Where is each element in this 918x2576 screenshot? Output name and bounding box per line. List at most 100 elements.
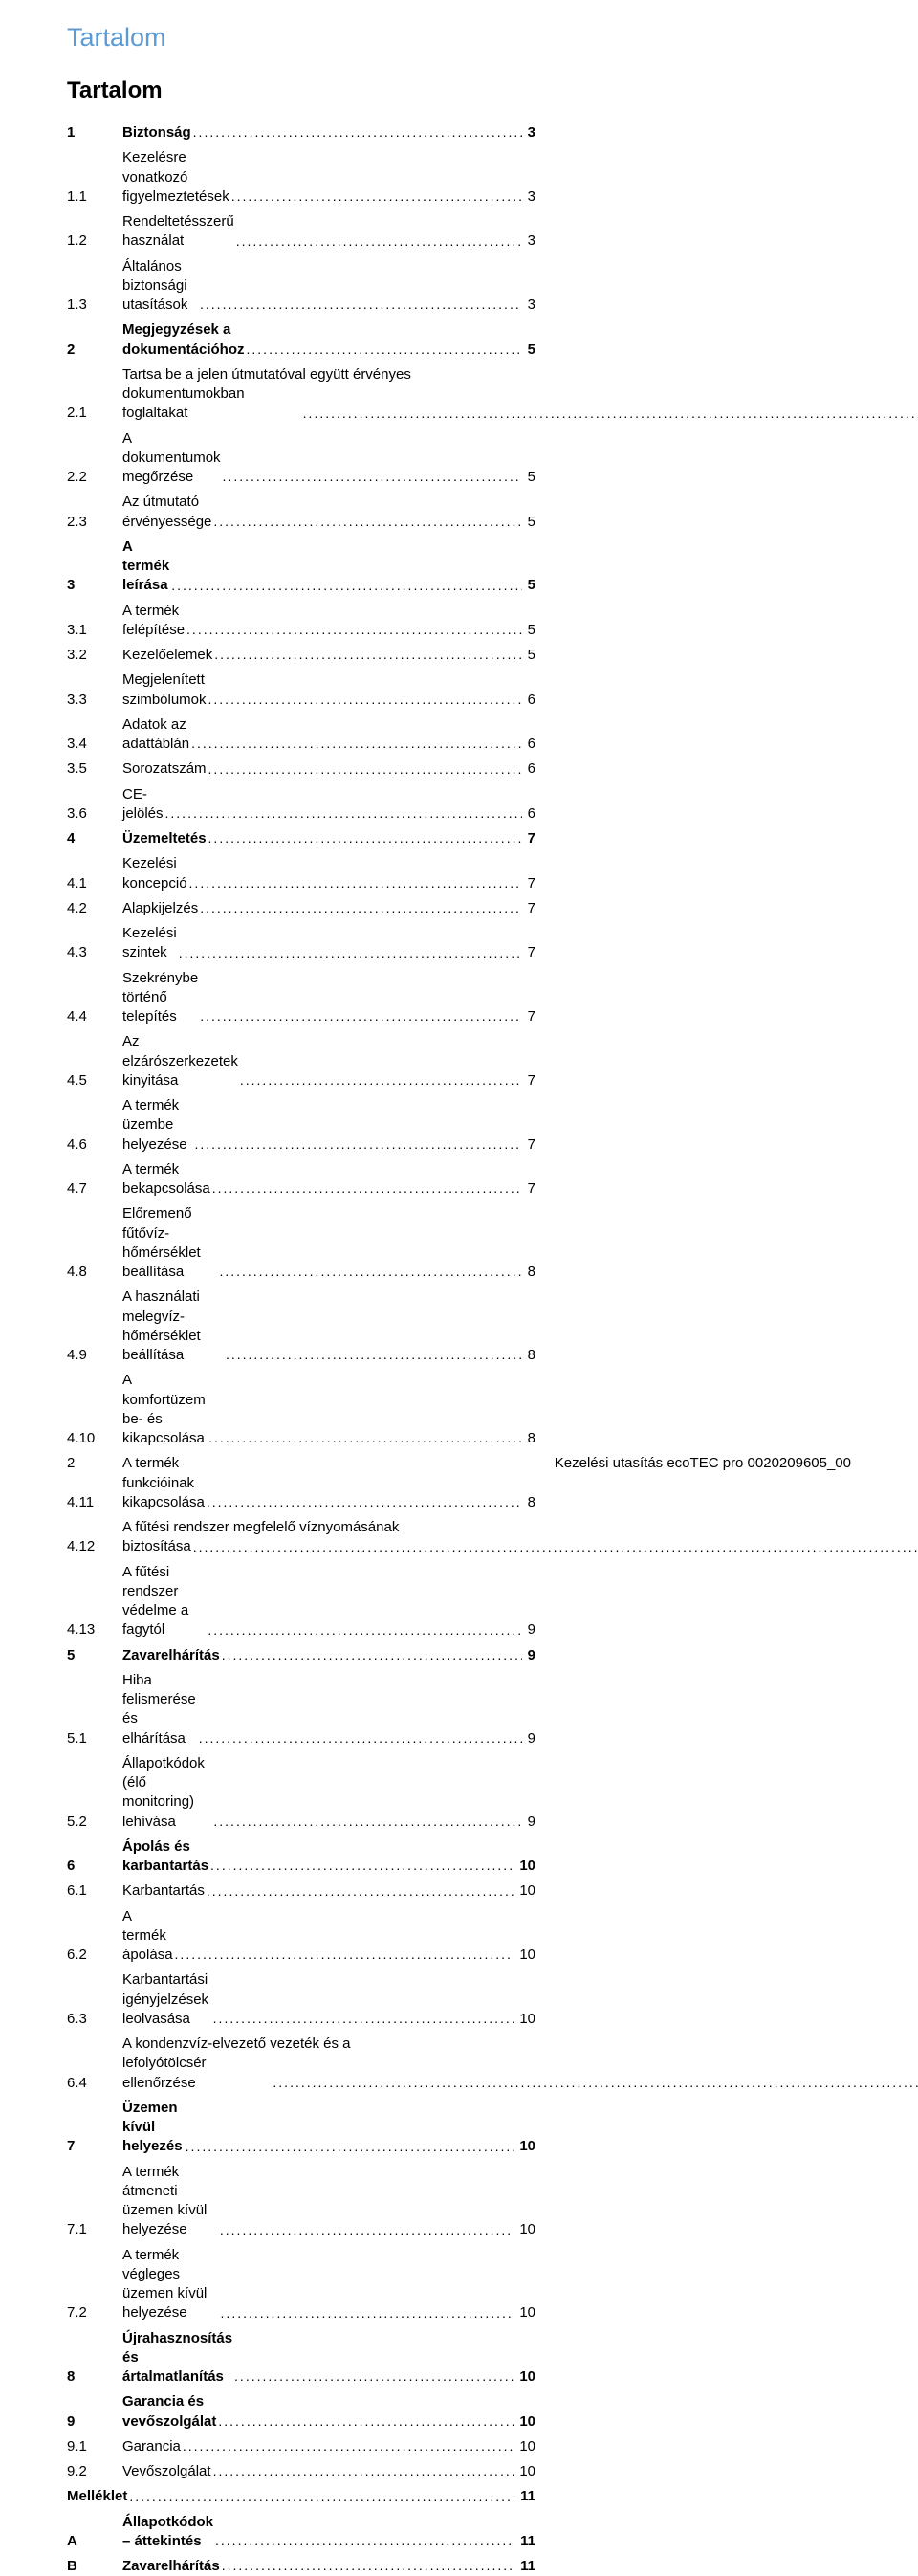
toc-leader-dots [175,1946,514,1964]
toc-leader-dots [226,1346,522,1364]
toc-entry-number: 5 [67,1646,122,1665]
toc-leader-dots [207,1882,514,1901]
toc-entry[interactable]: 6.1Karbantartás10 [67,1882,536,1901]
toc-entry-page: 8 [522,1346,536,1365]
toc-leader-dots [199,1729,522,1748]
toc-entry-title: Üzemeltetés [122,829,208,848]
toc-entry-page: 10 [514,2220,536,2239]
toc-entry[interactable]: 3.2Kezelőelemek5 [67,646,536,665]
toc-entry-number: 4.9 [67,1346,122,1365]
toc-entry[interactable]: 3.3Megjelenített szimbólumok6 [67,671,536,710]
table-of-contents: 1Biztonság3 1.1Kezelésre vonatkozó figyel… [67,123,536,2576]
toc-entry-page: 3 [522,231,536,251]
toc-leader-dots [223,468,522,486]
toc-entry[interactable]: 9Garancia és vevőszolgálat10 [67,2392,536,2432]
toc-entry[interactable]: 1Biztonság3 [67,123,536,143]
toc-leader-dots [220,2221,514,2239]
toc-leader-dots [193,123,522,142]
toc-entry[interactable]: AÁllapotkódok – áttekintés11 [67,2513,536,2552]
toc-entry-title-line1: A fűtési rendszer megfelelő víznyomásána… [122,1518,918,1537]
toc-entry-number: 4 [67,829,122,848]
toc-entry[interactable]: 4.6A termék üzembe helyezése7 [67,1096,536,1155]
toc-entry[interactable]: 3.5Sorozatszám6 [67,760,536,779]
toc-entry[interactable]: 2.3Az útmutató érvényessége5 [67,493,536,532]
toc-entry[interactable]: 3.1A termék felépítése5 [67,602,536,641]
toc-entry-title: Megjelenített szimbólumok [122,671,208,710]
toc-leader-dots [200,1007,521,1025]
toc-leader-dots [183,2437,514,2455]
toc-entry[interactable]: 9.1Garancia10 [67,2437,536,2456]
toc-entry-number: 4.13 [67,1620,122,1640]
toc-entry[interactable]: 4.1Kezelési koncepció7 [67,854,536,893]
toc-entry[interactable]: 6.2A termék ápolása10 [67,1907,536,1966]
toc-leader-dots [212,1179,522,1198]
toc-entry[interactable]: 2Megjegyzések a dokumentációhoz5 [67,320,536,360]
toc-entry-page: 7 [522,874,536,893]
toc-entry-page: 7 [522,829,536,848]
toc-leader-dots [247,341,522,359]
toc-entry-title: Állapotkódok – áttekintés [122,2513,215,2552]
toc-leader-dots [179,944,522,962]
toc-entry-page: 6 [522,735,536,754]
toc-entry-title: A komfortüzem be- és kikapcsolása [122,1371,208,1448]
toc-entry-number: 4.5 [67,1071,122,1090]
toc-entry[interactable]: 5.2Állapotkódok (élő monitoring) lehívás… [67,1754,536,1832]
toc-entry[interactable]: 4.2Alapkijelzés7 [67,899,536,918]
toc-entry[interactable]: 6.3Karbantartási igényjelzések leolvasás… [67,1971,536,2029]
toc-entry[interactable]: 4.5Az elzárószerkezetek kinyitása7 [67,1032,536,1090]
toc-entry[interactable]: 4.9A használati melegvíz-hőmérséklet beá… [67,1288,536,1365]
toc-entry-title: CE-jelölés [122,785,165,825]
toc-entry[interactable]: 8Újrahasznosítás és ártalmatlanítás10 [67,2329,536,2388]
toc-entry-number: 6.4 [67,2074,122,2093]
toc-entry-page: 9 [522,1646,536,1665]
toc-entry[interactable]: 6Ápolás és karbantartás10 [67,1838,536,1877]
toc-entry[interactable]: 7.1A termék átmeneti üzemen kívül helyez… [67,2163,536,2240]
toc-entry-number: 1.3 [67,296,122,315]
toc-entry-page: 7 [522,899,536,918]
toc-entry-page: 8 [522,1493,536,1512]
toc-entry[interactable]: 4.10A komfortüzem be- és kikapcsolása8 [67,1371,536,1448]
toc-entry[interactable]: 4.12A fűtési rendszer megfelelő víznyomá… [67,1518,536,1557]
toc-entry-title: A termék végleges üzemen kívül helyezése [122,2246,221,2323]
toc-entry[interactable]: 9.2Vevőszolgálat10 [67,2462,536,2481]
toc-entry[interactable]: BZavarelhárítás11 [67,2557,536,2576]
toc-entry[interactable]: 4Üzemeltetés 7 [67,829,536,848]
toc-entry[interactable]: 5.1Hiba felismerése és elhárítása9 [67,1671,536,1749]
toc-entry[interactable]: 3.4Adatok az adattáblán6 [67,716,536,755]
toc-entry[interactable]: 3.6CE-jelölés6 [67,785,536,825]
toc-entry-title: Alapkijelzés [122,899,200,918]
toc-entry-title: Vevőszolgálat [122,2462,213,2481]
toc-entry[interactable]: 1.1Kezelésre vonatkozó figyelmeztetések3 [67,148,536,207]
toc-entry-title-line2: biztosítása [122,1537,193,1556]
toc-entry-page: 7 [522,943,536,962]
toc-entry[interactable]: 7.2A termék végleges üzemen kívül helyez… [67,2246,536,2323]
toc-leader-dots [234,2367,514,2386]
toc-entry[interactable]: 4.8Előremenő fűtővíz-hőmérséklet beállít… [67,1204,536,1282]
toc-entry-body: A fűtési rendszer megfelelő víznyomásána… [122,1518,918,1557]
toc-leader-dots [200,899,521,917]
toc-leader-dots [303,405,918,423]
toc-entry-number: 4.7 [67,1179,122,1199]
toc-entry[interactable]: 3A termék leírása5 [67,538,536,596]
toc-entry[interactable]: 6.4A kondenzvíz-elvezető vezeték és alef… [67,2035,536,2093]
toc-entry-title: Kezelési szintek [122,924,179,963]
toc-entry-number: 4.6 [67,1135,122,1155]
toc-entry[interactable]: Melléklet11 [67,2487,536,2506]
toc-entry-number: 4.12 [67,1537,122,1556]
toc-leader-dots [240,1071,522,1090]
toc-leader-dots [218,2412,514,2431]
toc-entry[interactable]: 2.2A dokumentumok megőrzése5 [67,429,536,488]
toc-leader-dots [194,1135,521,1154]
toc-entry-body: A kondenzvíz-elvezető vezeték és alefoly… [122,2035,918,2093]
toc-entry[interactable]: 4.13A fűtési rendszer védelme a fagytól9 [67,1563,536,1640]
toc-entry[interactable]: 4.7A termék bekapcsolása7 [67,1160,536,1200]
toc-entry[interactable]: 7Üzemen kívül helyezés10 [67,2099,536,2157]
toc-leader-dots [215,2532,514,2550]
toc-entry-title: Rendeltetésszerű használat [122,212,236,252]
toc-entry[interactable]: 2.1Tartsa be a jelen útmutatóval együtt … [67,365,536,424]
toc-entry[interactable]: 4.4Szekrénybe történő telepítés7 [67,969,536,1027]
toc-entry[interactable]: 4.3Kezelési szintek7 [67,924,536,963]
toc-entry[interactable]: 5Zavarelhárítás9 [67,1646,536,1665]
toc-entry[interactable]: 1.2Rendeltetésszerű használat3 [67,212,536,252]
toc-entry[interactable]: 1.3Általános biztonsági utasítások3 [67,257,536,316]
